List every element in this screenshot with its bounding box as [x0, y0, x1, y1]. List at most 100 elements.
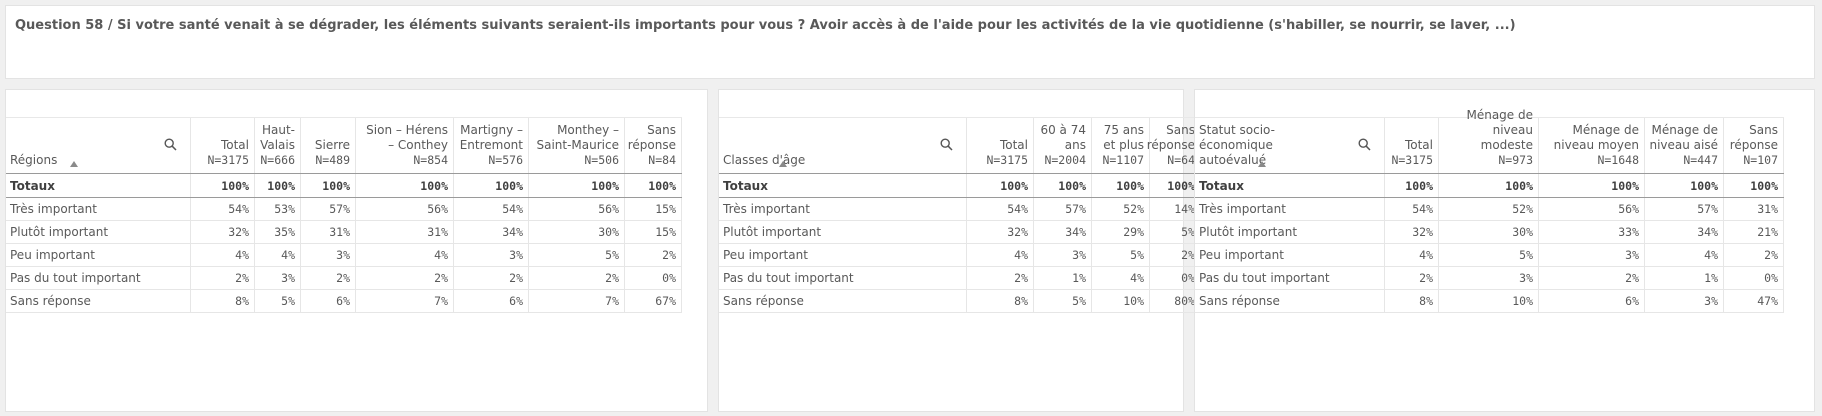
column-label: Ménage de niveau modeste — [1466, 108, 1533, 152]
row-header-cell[interactable]: Pas du tout important — [1195, 267, 1385, 289]
cell-value: 30% — [1512, 225, 1533, 239]
row-label: Totaux — [723, 178, 768, 193]
cell-value: 100% — [1000, 178, 1028, 193]
dimension-header[interactable]: Classes d'âge — [719, 118, 967, 173]
cell-value: 4% — [1014, 248, 1028, 262]
row-header-cell[interactable]: Plutôt important — [1195, 221, 1385, 243]
column-count: N=489 — [315, 153, 350, 167]
cell-value: 1% — [1704, 271, 1718, 285]
cell-value: 2% — [1014, 271, 1028, 285]
value-cell: 10% — [1439, 290, 1539, 312]
row-header-cell[interactable]: Totaux — [6, 174, 191, 197]
value-cell: 100% — [1539, 174, 1645, 197]
cell-value: 15% — [655, 202, 676, 216]
row-label: Peu important — [10, 248, 95, 262]
column-header[interactable]: Ménage de niveau moyen N=1648 — [1539, 118, 1645, 173]
row-header-cell[interactable]: Sans réponse — [1195, 290, 1385, 312]
column-header[interactable]: Ménage de niveau aisé N=447 — [1645, 118, 1724, 173]
column-count: N=64 — [1167, 153, 1195, 167]
row-label: Plutôt important — [723, 225, 822, 239]
sort-ascending-icon[interactable] — [1258, 161, 1266, 167]
column-header[interactable]: Sans réponse N=107 — [1724, 118, 1784, 173]
dimension-header[interactable]: Statut socio-économique autoévalué — [1195, 118, 1385, 173]
cell-value: 2% — [1764, 248, 1778, 262]
column-header[interactable]: Haut-Valais N=666 — [255, 118, 301, 173]
row-header-cell[interactable]: Peu important — [1195, 244, 1385, 266]
column-header[interactable]: Total N=3175 — [1385, 118, 1439, 173]
value-cell: 32% — [967, 221, 1034, 243]
cell-value: 33% — [1618, 225, 1639, 239]
value-cell: 1% — [1645, 267, 1724, 289]
value-cell: 0% — [1724, 267, 1784, 289]
value-cell: 100% — [967, 174, 1034, 197]
row-header-cell[interactable]: Sans réponse — [719, 290, 967, 312]
row-label: Très important — [10, 202, 97, 216]
cell-value: 7% — [434, 294, 448, 308]
search-icon[interactable] — [164, 138, 177, 151]
value-cell: 100% — [529, 174, 625, 197]
row-header-cell[interactable]: Très important — [6, 198, 191, 220]
column-header[interactable]: Ménage de niveau modeste N=973 — [1439, 108, 1539, 173]
column-header[interactable]: Sierre N=489 — [301, 118, 356, 173]
value-cell: 2% — [301, 267, 356, 289]
value-cell: 6% — [1539, 290, 1645, 312]
cell-value: 7% — [605, 294, 619, 308]
table-row: Sans réponse 8% 5% 6% 7% 6% 7% 67% — [6, 290, 682, 313]
cell-value: 5% — [1072, 294, 1086, 308]
value-cell: 100% — [1034, 174, 1092, 197]
table-row: Peu important 4% 4% 3% 4% 3% 5% 2% — [6, 244, 682, 267]
cell-value: 2% — [1625, 271, 1639, 285]
row-header-cell[interactable]: Totaux — [719, 174, 967, 197]
column-header[interactable]: Martigny – Entremont N=576 — [454, 118, 529, 173]
sort-ascending-icon[interactable] — [70, 161, 78, 167]
cell-value: 100% — [495, 178, 523, 193]
cell-value: 100% — [1750, 178, 1778, 193]
column-header[interactable]: 60 à 74 ans N=2004 — [1034, 118, 1092, 173]
row-header-cell[interactable]: Plutôt important — [719, 221, 967, 243]
table-panel-age: Classes d'âge Total N=3175 60 à 74 ans N=200… — [718, 89, 1201, 412]
cell-value: 56% — [598, 202, 619, 216]
sort-ascending-icon[interactable] — [779, 161, 787, 167]
cell-value: 6% — [1625, 294, 1639, 308]
search-icon[interactable] — [1358, 138, 1371, 151]
cell-value: 34% — [1697, 225, 1718, 239]
value-cell: 3% — [255, 267, 301, 289]
row-label: Sans réponse — [10, 294, 91, 308]
row-header-cell[interactable]: Pas du tout important — [6, 267, 191, 289]
column-header[interactable]: Monthey – Saint-Maurice N=506 — [529, 118, 625, 173]
column-label: Monthey – Saint-Maurice — [536, 123, 619, 152]
row-header-cell[interactable]: Peu important — [6, 244, 191, 266]
cell-value: 100% — [1058, 178, 1086, 193]
value-cell: 100% — [1439, 174, 1539, 197]
column-header[interactable]: Sans réponse N=84 — [625, 118, 682, 173]
column-header[interactable]: 75 ans et plus N=1107 — [1092, 118, 1150, 173]
cell-value: 47% — [1757, 294, 1778, 308]
value-cell: 6% — [454, 290, 529, 312]
column-count: N=576 — [488, 153, 523, 167]
column-header[interactable]: Sion – Hérens – Conthey N=854 — [356, 118, 454, 173]
value-cell: 100% — [625, 174, 682, 197]
row-header-cell[interactable]: Très important — [719, 198, 967, 220]
table-row: Peu important 4% 3% 5% 2% — [719, 244, 1201, 267]
cell-value: 2% — [1419, 271, 1433, 285]
cell-value: 15% — [655, 225, 676, 239]
row-header-cell[interactable]: Plutôt important — [6, 221, 191, 243]
value-cell: 4% — [255, 244, 301, 266]
column-header[interactable]: Sans réponse N=64 — [1147, 118, 1201, 173]
value-cell: 47% — [1724, 290, 1784, 312]
cell-value: 32% — [228, 225, 249, 239]
row-header-cell[interactable]: Très important — [1195, 198, 1385, 220]
column-header[interactable]: Total N=3175 — [191, 118, 255, 173]
dimension-header[interactable]: Régions — [6, 118, 191, 173]
row-header-cell[interactable]: Sans réponse — [6, 290, 191, 312]
row-header-cell[interactable]: Totaux — [1195, 174, 1385, 197]
row-header-cell[interactable]: Pas du tout important — [719, 267, 967, 289]
value-cell: 2% — [1385, 267, 1439, 289]
value-cell: 3% — [1539, 244, 1645, 266]
cell-value: 3% — [281, 271, 295, 285]
value-cell: 4% — [967, 244, 1034, 266]
column-header[interactable]: Total N=3175 — [967, 118, 1034, 173]
cell-value: 100% — [420, 178, 448, 193]
search-icon[interactable] — [940, 138, 953, 151]
row-header-cell[interactable]: Peu important — [719, 244, 967, 266]
